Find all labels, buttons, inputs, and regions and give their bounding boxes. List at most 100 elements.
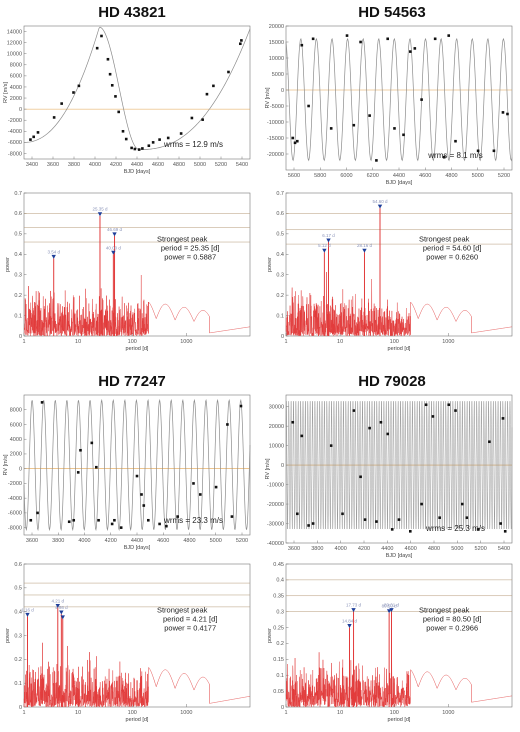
x-tick-label: 4400 — [381, 546, 393, 552]
y-tick-label: 4000 — [10, 437, 22, 443]
data-point — [137, 148, 141, 151]
rv-panel-1: HD 43821 -8000 -6000 -4000 -2000 0 2000 4000 600… — [3, 4, 251, 175]
y-tick-label: 0.2 — [14, 657, 22, 663]
x-tick-label: 4000 — [78, 538, 90, 544]
x-tick-label: 10 — [337, 710, 343, 716]
peak-marker — [347, 624, 352, 629]
data-point — [300, 43, 304, 47]
data-point — [368, 114, 371, 117]
data-point — [345, 34, 349, 37]
x-tick-label: 4600 — [405, 546, 417, 552]
model-curve — [285, 37, 513, 162]
y-tick-label: 0 — [19, 705, 22, 711]
data-point — [29, 138, 32, 141]
data-point — [296, 512, 299, 516]
data-point — [158, 138, 161, 141]
data-point — [147, 518, 150, 522]
data-point — [352, 409, 356, 412]
x-tick-label: 10 — [75, 339, 81, 345]
y-tick-label: -30000 — [267, 521, 284, 527]
plot-frame — [23, 394, 251, 536]
strongest-peak-period: period = 54.60 [d] — [423, 244, 482, 253]
periodogram-line — [23, 275, 251, 337]
y-tick-label: 0.2 — [276, 641, 284, 647]
y-tick-label: 0.1 — [14, 313, 22, 319]
data-point — [341, 512, 344, 516]
data-point — [476, 528, 480, 531]
x-tick-label: 4000 — [335, 546, 347, 552]
strongest-peak-power: power = 0.6260 — [426, 253, 478, 262]
strongest-peak-heading: Strongest peak — [157, 606, 208, 615]
y-tick-label: -5000 — [270, 104, 284, 110]
data-point — [501, 417, 505, 420]
plot-frame — [23, 25, 251, 160]
data-point — [433, 37, 437, 41]
y-axis-label: power — [267, 628, 273, 643]
x-tick-label: 5400 — [236, 162, 248, 168]
data-point — [110, 83, 114, 87]
data-point — [420, 502, 423, 506]
y-tick-label: 0.4 — [14, 609, 22, 615]
chart-title: HD 79028 — [358, 373, 426, 390]
data-point — [79, 448, 82, 452]
data-point — [409, 530, 412, 533]
y-axis-label: RV [m/s] — [265, 458, 271, 479]
data-point — [176, 515, 179, 518]
y-tick-label: 0.4 — [276, 252, 284, 258]
data-point — [506, 112, 509, 116]
data-point — [135, 474, 139, 478]
x-tick-label: 5400 — [498, 546, 510, 552]
strongest-peak-power: power = 0.2966 — [426, 624, 478, 633]
peak-label: 14.84 d — [342, 619, 358, 624]
y-axis-label: power — [5, 628, 11, 643]
data-point — [359, 475, 362, 479]
y-tick-label: 0.6 — [14, 562, 22, 568]
x-tick-label: 1 — [284, 339, 287, 345]
data-point — [106, 57, 110, 61]
x-tick-label: 5000 — [194, 162, 206, 168]
y-tick-label: 0.5 — [276, 232, 284, 238]
y-axis-label: power — [267, 257, 273, 272]
strongest-peak-heading: Strongest peak — [419, 606, 470, 615]
data-point — [424, 403, 428, 407]
data-point — [214, 485, 218, 489]
peak-marker — [60, 615, 65, 620]
x-tick-label: 5000 — [210, 538, 222, 544]
x-tick-label: 10 — [337, 339, 343, 345]
data-point — [90, 441, 94, 445]
strongest-peak-period: period = 25.35 [d] — [161, 244, 220, 253]
y-tick-label: 2000 — [10, 452, 22, 458]
y-tick-label: -6000 — [8, 140, 22, 146]
x-tick-label: 4600 — [157, 538, 169, 544]
data-point — [438, 516, 441, 519]
data-point — [212, 84, 215, 88]
data-point — [465, 516, 469, 519]
y-tick-label: 0.2 — [276, 293, 284, 299]
data-point — [499, 522, 502, 525]
chart-title: HD 54563 — [358, 4, 426, 21]
data-point — [431, 415, 435, 418]
y-tick-label: 0.3 — [276, 609, 284, 615]
periodogram-line — [285, 272, 513, 337]
x-tick-label: 3600 — [47, 162, 59, 168]
y-tick-label: -8000 — [8, 525, 22, 531]
x-tick-label: 4600 — [152, 162, 164, 168]
data-point — [447, 403, 451, 407]
chart-title: HD 77247 — [98, 373, 166, 390]
data-point — [227, 70, 230, 74]
strongest-peak-power: power = 0.5887 — [164, 253, 216, 262]
data-point — [397, 518, 401, 521]
data-point — [239, 404, 243, 408]
y-tick-label: 0.1 — [276, 313, 284, 319]
y-tick-label: 0.45 — [273, 562, 284, 568]
x-tick-label: 1000 — [442, 710, 454, 716]
x-tick-label: 10 — [75, 710, 81, 716]
data-point — [97, 518, 100, 522]
x-axis-label: BJD [days] — [386, 553, 413, 559]
data-point — [179, 132, 183, 135]
x-tick-label: 100 — [390, 339, 399, 345]
y-tick-label: 0.2 — [14, 293, 22, 299]
x-tick-label: 4800 — [428, 546, 440, 552]
y-tick-label: 2000 — [10, 96, 22, 102]
y-tick-label: 0 — [19, 107, 22, 113]
